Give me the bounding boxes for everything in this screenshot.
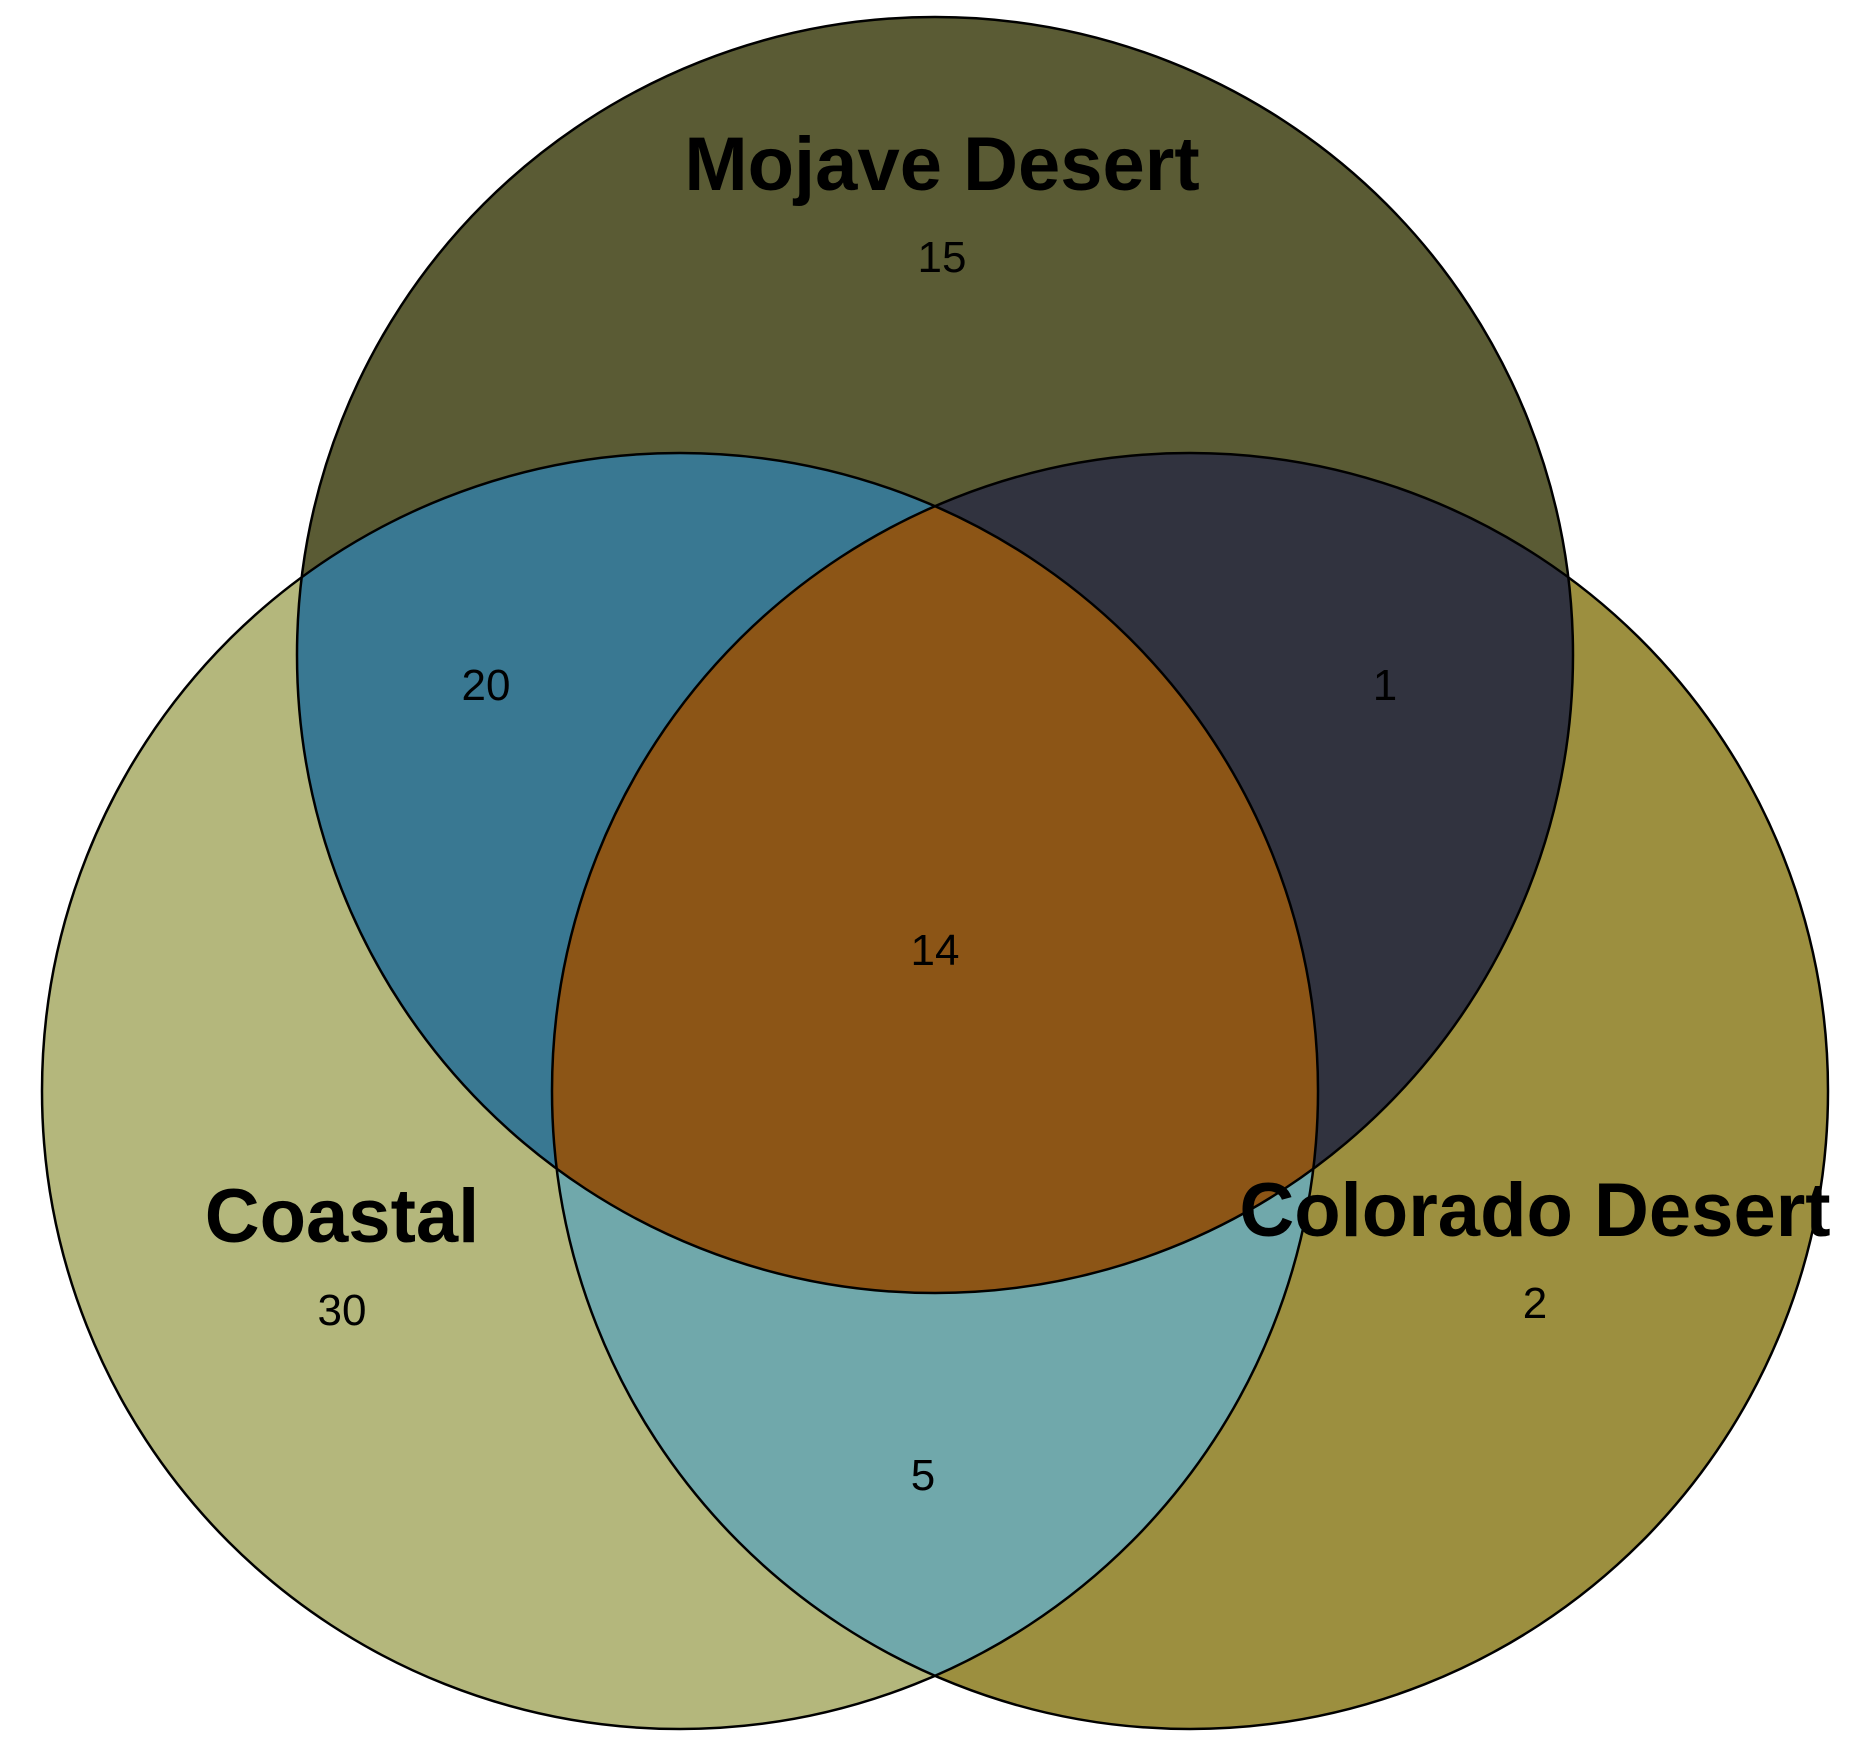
region-all-three bbox=[552, 453, 1318, 1293]
set-label-mojave: Mojave Desert bbox=[684, 122, 1199, 207]
count-mojave-coastal: 20 bbox=[462, 661, 511, 710]
count-coastal-colorado: 5 bbox=[911, 1451, 935, 1500]
count-coastal-only: 30 bbox=[318, 1286, 367, 1335]
count-mojave-colorado: 1 bbox=[1373, 661, 1397, 710]
coastal-circle-outline bbox=[40, 451, 1320, 1731]
set-label-coastal: Coastal bbox=[205, 1174, 480, 1259]
mojave-circle-outline bbox=[295, 15, 1575, 1295]
count-all-three: 14 bbox=[911, 926, 960, 975]
count-colorado-only: 2 bbox=[1523, 1279, 1547, 1328]
colorado-circle-outline bbox=[550, 451, 1830, 1731]
set-label-colorado: Colorado Desert bbox=[1239, 1168, 1830, 1253]
count-mojave-only: 15 bbox=[918, 233, 967, 282]
